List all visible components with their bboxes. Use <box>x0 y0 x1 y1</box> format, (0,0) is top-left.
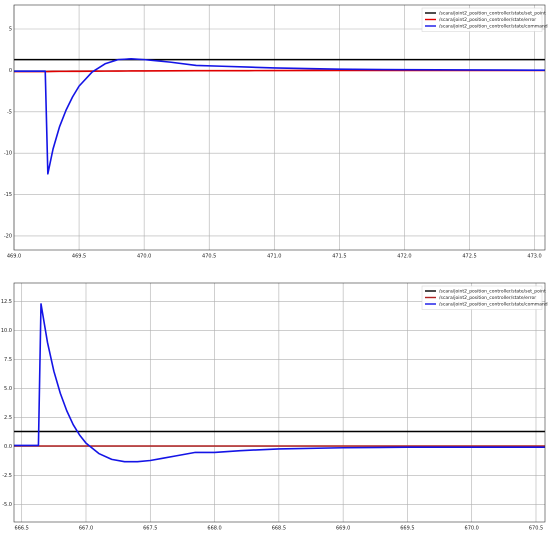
legend-label: /scara/joint2_position_controller/state/… <box>439 17 536 23</box>
legend-box <box>421 7 543 32</box>
plot-frame <box>13 282 546 523</box>
x-tick-label: 666.5 <box>15 526 29 532</box>
series-line <box>14 69 545 73</box>
y-tick-label: 0.0 <box>4 444 12 450</box>
x-tick-label: 469.0 <box>7 254 21 260</box>
legend-label: /scara/joint2_position_controller/state/… <box>439 289 546 295</box>
x-tick-label: 667.0 <box>79 526 93 532</box>
y-tick-label: -15 <box>4 192 12 198</box>
x-tick-label: 473.0 <box>527 254 541 260</box>
x-tick-label: 470.5 <box>202 254 216 260</box>
x-tick-label: 667.5 <box>143 526 157 532</box>
y-tick-label: -2.5 <box>2 473 12 479</box>
x-tick-label: 668.5 <box>272 526 286 532</box>
chart: -20 -15 -10 -5 0 5 469.0 469.5 470.0 470.5 471.0 47… <box>4 4 548 260</box>
series-line <box>14 58 545 175</box>
x-tick-label: 472.5 <box>462 254 476 260</box>
y-tick-label: -5.0 <box>2 502 12 508</box>
x-tick-label: 472.0 <box>397 254 411 260</box>
legend-label: /scara/joint2_position_controller/state/… <box>439 11 546 17</box>
x-tick-label: 471.0 <box>267 254 281 260</box>
plot-area <box>14 283 545 522</box>
legend-box <box>421 285 543 310</box>
series-line <box>14 303 545 463</box>
y-tick-label: 0 <box>9 68 12 74</box>
x-tick-label: 670.5 <box>529 526 543 532</box>
y-tick-label: 12.5 <box>1 299 12 305</box>
x-tick-label: 669.0 <box>336 526 350 532</box>
legend-label: /scara/joint2_position_controller/state/… <box>439 24 548 30</box>
y-tick-label: 5.0 <box>4 386 12 392</box>
legend-label: /scara/joint2_position_controller/state/… <box>439 302 548 308</box>
chart: -5.0 -2.5 0.0 2.5 5.0 7.5 10.0 12.5 666.5 667.0 66… <box>1 282 548 532</box>
plot-area <box>14 5 545 250</box>
x-tick-label: 670.0 <box>465 526 479 532</box>
x-tick-label: 669.5 <box>400 526 414 532</box>
y-tick-label: -10 <box>4 151 12 157</box>
legend: /scara/joint2_position_controller/state/… <box>421 285 548 310</box>
legend-label: /scara/joint2_position_controller/state/… <box>439 295 536 301</box>
x-tick-label: 469.5 <box>72 254 86 260</box>
y-tick-label: 5 <box>9 27 12 33</box>
x-tick-label: 471.5 <box>332 254 346 260</box>
x-tick-label: 470.0 <box>137 254 151 260</box>
y-tick-label: -5 <box>7 109 12 115</box>
plot-frame <box>13 4 546 251</box>
y-tick-label: 2.5 <box>4 415 12 421</box>
x-tick-label: 668.0 <box>207 526 221 532</box>
y-tick-label: 7.5 <box>4 357 12 363</box>
y-tick-label: 10.0 <box>1 328 12 334</box>
y-tick-label: -20 <box>4 233 12 239</box>
legend: /scara/joint2_position_controller/state/… <box>421 7 548 32</box>
